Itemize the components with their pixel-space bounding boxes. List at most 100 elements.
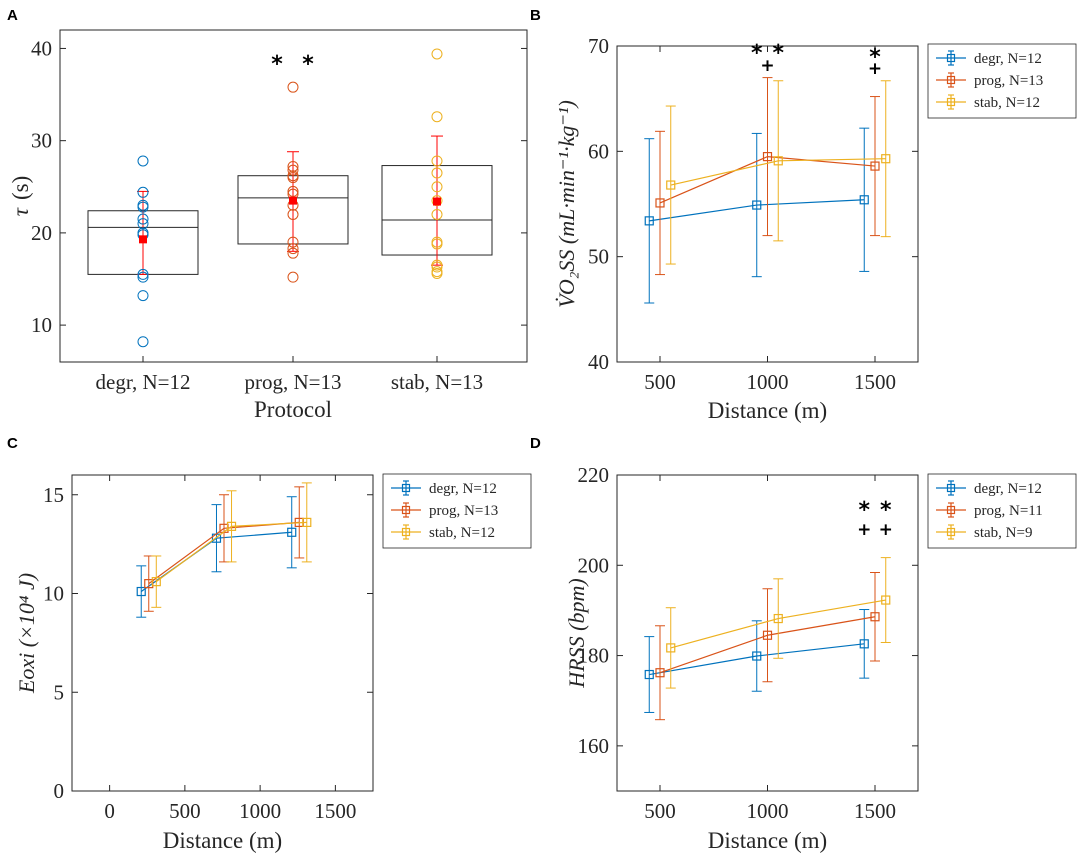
panel-a-data-point	[137, 213, 149, 225]
panel-b-series-degr	[644, 127, 870, 304]
panel-a-data-point	[137, 336, 149, 348]
panel-a-data-point	[431, 155, 443, 167]
panel-a-xtick-label: prog, N=13	[244, 370, 341, 394]
panel-d-data-point	[773, 613, 783, 624]
panel-b-ytick-label: 40	[588, 350, 609, 374]
panel-b-data-point	[881, 154, 891, 164]
panel-b-sig-mark: *	[772, 41, 784, 66]
panel-b-sig-mark: *	[751, 41, 763, 66]
panel-b-xtick-label: 1000	[747, 370, 789, 394]
panel-b-ytick-label: 50	[588, 245, 609, 269]
panel-d-legend-marker	[946, 527, 956, 537]
panel-b-data-point	[762, 152, 773, 162]
panel-c-series-prog	[143, 486, 305, 612]
panel-b-series-prog	[655, 77, 880, 276]
panel-a-xlabel: Protocol	[254, 397, 332, 422]
panel-letter-a: A	[7, 7, 18, 24]
panel-a-data-point	[287, 160, 299, 172]
panel-d-series-degr	[644, 609, 870, 713]
panel-b-sig-mark: +	[868, 59, 882, 79]
panel-a-data-point	[137, 271, 149, 283]
panel-b-ylabel-text: V̇O₂SS (mL·min⁻¹·kg⁻¹)	[554, 100, 579, 308]
panel-a-data-point	[137, 268, 149, 280]
panel-d-xtick-label: 1000	[747, 799, 789, 823]
panel-c-series-degr	[136, 496, 297, 618]
panel-b-legend-marker	[946, 53, 956, 63]
panel-a-mean-marker	[289, 196, 297, 205]
panel-c-ylabel: Eoxi (×10⁴ J)	[14, 573, 39, 694]
panel-b-data-point	[752, 200, 762, 210]
panel-a-data-point	[287, 81, 299, 93]
panel-a-box-degr	[87, 155, 199, 348]
panel-b-ytick-label: 60	[588, 139, 609, 163]
panel-a-data-point	[137, 186, 149, 198]
panel-c-legend-marker	[401, 527, 411, 537]
panel-d-legend-label: degr, N=12	[974, 481, 1042, 497]
panel-a-data-point	[431, 238, 443, 250]
panel-a-data-point	[431, 208, 443, 220]
panel-a-data-point	[137, 199, 149, 211]
panel-b-ylabel: V̇O₂SS (mL·min⁻¹·kg⁻¹)	[554, 100, 579, 308]
panel-d-data-point	[655, 668, 665, 678]
panel-a-data-point	[137, 218, 149, 230]
panel-a-data-point	[431, 48, 443, 60]
panel-c-xtick-label: 0	[104, 799, 115, 823]
panel-c-legend-marker	[401, 505, 411, 515]
panel-a-data-point	[431, 195, 443, 207]
panel-c-legend-label: prog, N=13	[429, 503, 498, 519]
panel-d-legend-label: prog, N=11	[974, 503, 1043, 519]
panel-b-data-point	[655, 198, 665, 208]
panel-a-ytick-label: 20	[31, 221, 52, 245]
panel-c-data-point	[226, 521, 237, 531]
panel-c-ylabel-text: Eoxi (×10⁴ J)	[14, 573, 39, 694]
panel-c-legend-label: degr, N=12	[429, 481, 497, 497]
panel-a-data-point	[431, 267, 443, 279]
panel-b-legend-label: degr, N=12	[974, 51, 1042, 67]
panel-c-xtick-label: 1500	[314, 799, 356, 823]
panel-b-xtick-label: 1500	[854, 370, 896, 394]
panel-letter-d: D	[530, 435, 541, 452]
panel-c-ytick-label: 15	[43, 483, 64, 507]
panel-d-sig-mark: *	[880, 498, 892, 523]
panel-c-ytick-label: 5	[54, 680, 65, 704]
panel-a-ylabel-unit: (s)	[8, 176, 33, 200]
panel-a-data-point	[431, 261, 443, 273]
panel-a-xtick-label: stab, N=13	[391, 370, 483, 394]
panel-c-data-point	[287, 527, 297, 537]
panel-a-box-stab	[381, 48, 493, 279]
panel-d-xlabel: Distance (m)	[708, 828, 827, 853]
panel-d-data-point	[644, 669, 654, 680]
panel-d-ytick-label: 220	[578, 463, 610, 487]
panel-a-ytick-label: 10	[31, 313, 52, 337]
panel-a-mean-marker	[139, 235, 147, 244]
panel-b-data-point	[859, 195, 869, 205]
panel-c-series-stab	[151, 482, 312, 608]
panel-a-data-point	[287, 236, 299, 248]
panel-c-axes-box	[71, 474, 374, 792]
panel-a-ytick-label: 30	[31, 129, 52, 153]
panel-d-data-point	[881, 595, 891, 605]
panel-d-ytick-label: 200	[578, 553, 610, 577]
panel-c-data-point	[302, 517, 312, 528]
panel-d-legend-marker	[946, 483, 956, 493]
panel-b-legend-label: stab, N=12	[974, 95, 1040, 111]
panel-a-ylabel-symbol: τ	[8, 207, 33, 216]
panel-a-data-point	[287, 271, 299, 283]
panel-c-data-point	[151, 577, 161, 587]
panel-d-series-stab	[665, 557, 891, 689]
panel-c-legend-marker	[401, 483, 411, 493]
panel-c: 0 5 10 15 0 500 1000 1500 Distance (m) Eoxi (×10⁴…	[14, 473, 532, 853]
panel-d-xtick-label: 1500	[854, 799, 896, 823]
panel-b-xlabel: Distance (m)	[708, 398, 827, 423]
panel-d-xtick-label: 500	[644, 799, 676, 823]
panel-d-ylabel-text: HRSS (bpm)	[564, 578, 589, 688]
panel-b-legend-label: prog, N=13	[974, 73, 1043, 89]
panel-b-data-point	[773, 156, 783, 166]
panel-c-xlabel: Distance (m)	[163, 828, 282, 853]
panel-d-series-prog	[655, 572, 880, 721]
panel-a-data-point	[287, 208, 299, 220]
panel-b-legend-marker	[946, 75, 956, 85]
panel-c-xtick-label: 1000	[239, 799, 281, 823]
panel-a-xtick-label: degr, N=12	[96, 370, 191, 394]
panel-c-xtick-label: 500	[169, 799, 201, 823]
